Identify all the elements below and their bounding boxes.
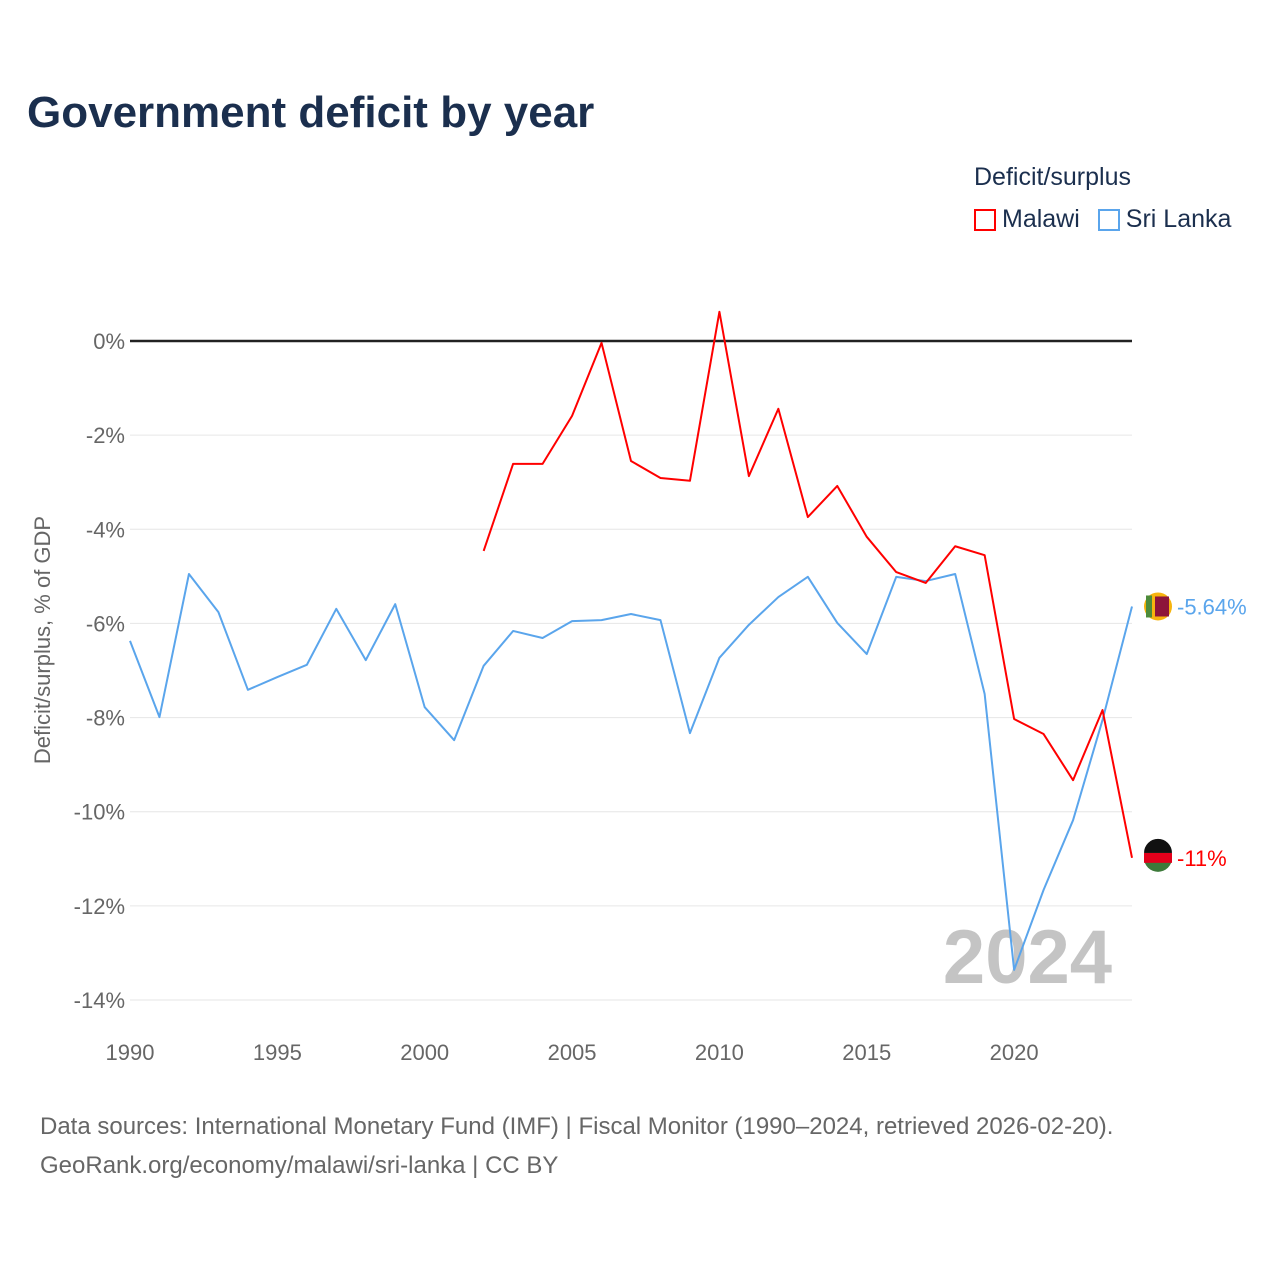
- x-tick-label: 2015: [842, 1040, 891, 1065]
- footer: Data sources: International Monetary Fun…: [40, 1107, 1113, 1185]
- x-tick-label: 2000: [400, 1040, 449, 1065]
- x-tick-label: 2020: [990, 1040, 1039, 1065]
- x-tick-label: 1990: [106, 1040, 155, 1065]
- legend-swatch-sri-lanka: [1097, 208, 1120, 231]
- sri-lanka-flag-green: [1146, 595, 1152, 618]
- series-line-malawi: [482, 310, 1133, 859]
- sri-lanka-flag-maroon: [1155, 596, 1169, 617]
- year-watermark: 2024: [943, 915, 1112, 1000]
- legend-item-sri-lanka[interactable]: Sri Lanka: [1097, 205, 1232, 234]
- y-tick-label: -14%: [74, 988, 125, 1013]
- chart-title: Government deficit by year: [27, 88, 595, 137]
- y-tick-label: 0%: [93, 329, 125, 354]
- legend-label-malawi: Malawi: [1002, 205, 1080, 233]
- y-tick-label: -6%: [86, 611, 125, 636]
- x-tick-label: 2005: [548, 1040, 597, 1065]
- credit-link[interactable]: GeoRank.org/economy/malawi/sri-lanka | C…: [40, 1152, 559, 1179]
- data-sources: Data sources: International Monetary Fun…: [40, 1113, 1114, 1140]
- y-tick-label: -8%: [86, 706, 125, 731]
- end-label-malawi: -11%: [1177, 846, 1227, 871]
- y-axis-label: Deficit/surplus, % of GDP: [30, 516, 55, 764]
- legend-swatch-malawi: [974, 208, 996, 231]
- end-label-sri-lanka: -5.64%: [1177, 594, 1247, 619]
- legend-label-sri-lanka: Sri Lanka: [1125, 205, 1232, 233]
- legend-title: Deficit/surplus: [974, 163, 1131, 191]
- y-tick-label: -4%: [86, 517, 125, 542]
- y-tick-label: -2%: [86, 423, 125, 448]
- series-line-sri-lanka: [129, 573, 1133, 971]
- malawi-flag-stripe: [1144, 852, 1172, 863]
- legend: Malawi Sri Lanka: [974, 205, 1231, 234]
- malawi-flag-top: [1144, 838, 1172, 853]
- x-tick-label: 1995: [253, 1040, 302, 1065]
- legend-item-malawi[interactable]: Malawi: [974, 205, 1080, 234]
- y-tick-label: -12%: [74, 894, 125, 919]
- y-tick-label: -10%: [74, 800, 125, 825]
- x-tick-label: 2010: [695, 1040, 744, 1065]
